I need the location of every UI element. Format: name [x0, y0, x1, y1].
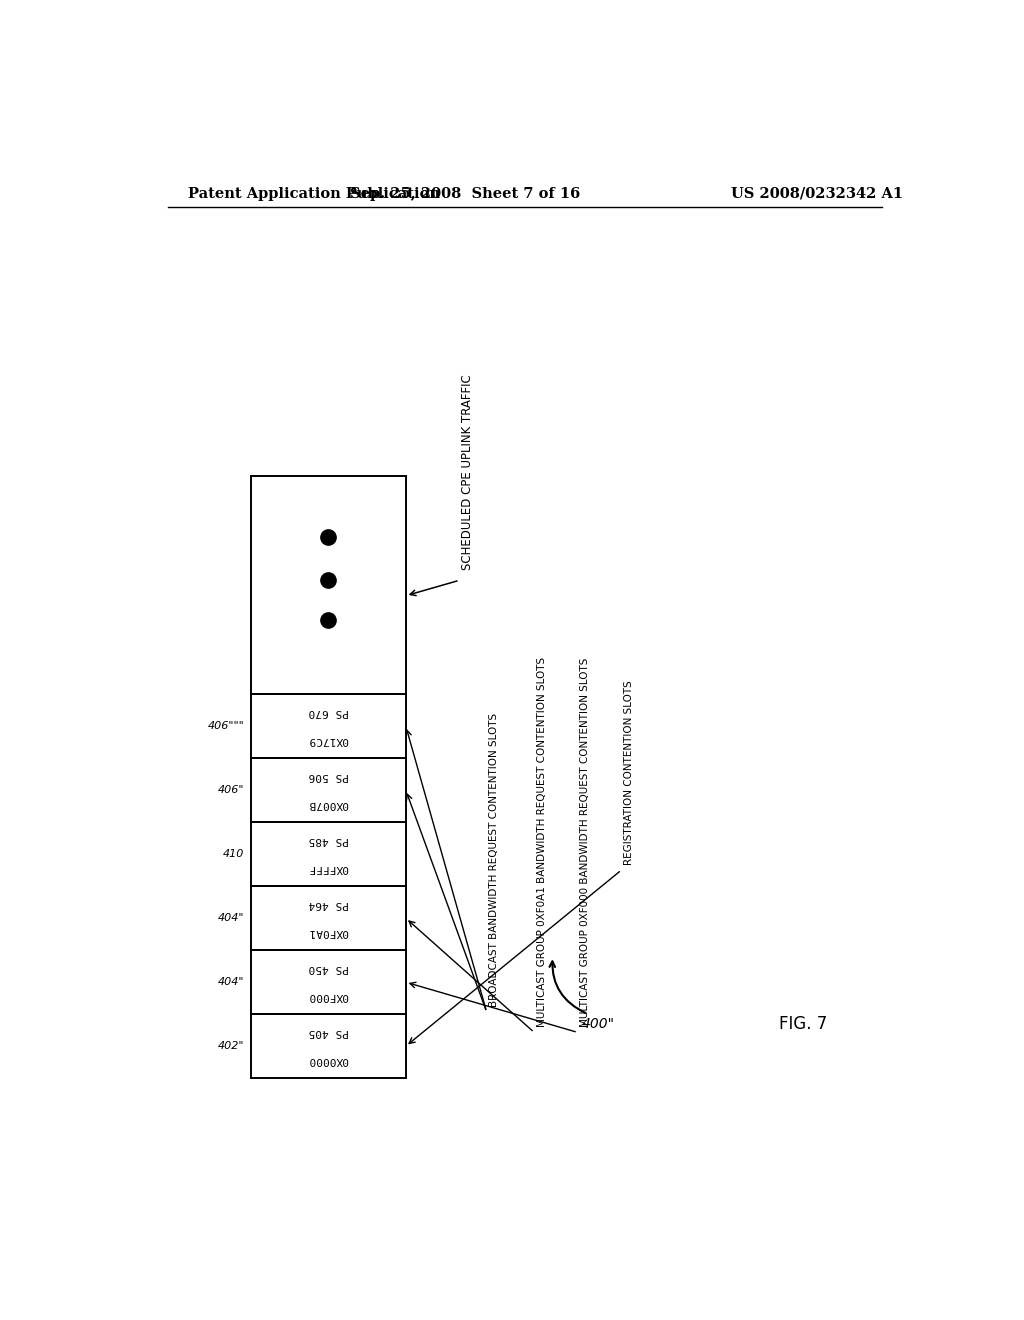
Text: PS 464: PS 464 [308, 899, 348, 909]
Text: Patent Application Publication: Patent Application Publication [187, 187, 439, 201]
Text: US 2008/0232342 A1: US 2008/0232342 A1 [731, 187, 903, 201]
Text: 0X007B: 0X007B [308, 800, 348, 809]
Text: 404": 404" [218, 977, 245, 987]
Bar [251, 950, 406, 1014]
Bar [251, 694, 406, 758]
Text: 400": 400" [582, 1018, 615, 1031]
Text: PS 485: PS 485 [308, 834, 348, 845]
Text: BROADCAST BANDWIDTH REQUEST CONTENTION SLOTS: BROADCAST BANDWIDTH REQUEST CONTENTION S… [489, 713, 499, 1007]
Text: 402": 402" [218, 1041, 245, 1051]
Bar [251, 1014, 406, 1078]
Text: REGISTRATION CONTENTION SLOTS: REGISTRATION CONTENTION SLOTS [624, 680, 634, 865]
Bar [251, 822, 406, 886]
Text: 0XFFFF: 0XFFFF [308, 863, 348, 874]
Text: 406""": 406""" [208, 721, 245, 731]
Bar [251, 758, 406, 822]
Text: MULTICAST GROUP 0XF000 BANDWIDTH REQUEST CONTENTION SLOTS: MULTICAST GROUP 0XF000 BANDWIDTH REQUEST… [581, 659, 591, 1027]
Text: PS 506: PS 506 [308, 771, 348, 781]
Text: 0X17C9: 0X17C9 [308, 735, 348, 746]
Text: SCHEDULED CPE UPLINK TRAFFIC: SCHEDULED CPE UPLINK TRAFFIC [461, 375, 474, 570]
Text: 406": 406" [218, 785, 245, 795]
Text: 0X0000: 0X0000 [308, 1056, 348, 1065]
Text: MULTICAST GROUP 0XF0A1 BANDWIDTH REQUEST CONTENTION SLOTS: MULTICAST GROUP 0XF0A1 BANDWIDTH REQUEST… [537, 657, 547, 1027]
Text: 0XF000: 0XF000 [308, 991, 348, 1002]
Text: 404": 404" [218, 913, 245, 923]
Text: PS 450: PS 450 [308, 964, 348, 973]
Bar [251, 475, 406, 694]
Text: 410: 410 [223, 849, 245, 859]
Text: PS 670: PS 670 [308, 706, 348, 717]
Bar [251, 886, 406, 950]
Text: 0XF0A1: 0XF0A1 [308, 928, 348, 937]
Text: FIG. 7: FIG. 7 [778, 1015, 827, 1034]
Text: Sep. 25, 2008  Sheet 7 of 16: Sep. 25, 2008 Sheet 7 of 16 [350, 187, 581, 201]
Text: PS 405: PS 405 [308, 1027, 348, 1038]
